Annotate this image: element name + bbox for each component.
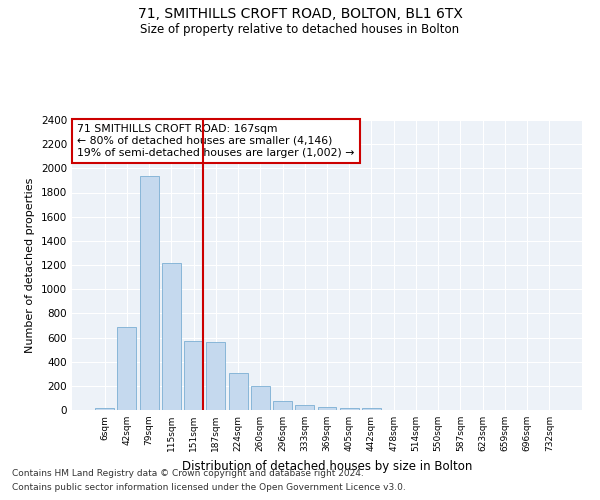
Text: 71, SMITHILLS CROFT ROAD, BOLTON, BL1 6TX: 71, SMITHILLS CROFT ROAD, BOLTON, BL1 6T… <box>137 8 463 22</box>
Bar <box>229 373 248 410</box>
Text: Contains HM Land Registry data © Crown copyright and database right 2024.: Contains HM Land Registry data © Crown c… <box>12 468 364 477</box>
Bar <box>140 176 158 410</box>
Bar <box>295 405 314 410</box>
Bar <box>162 263 181 410</box>
Bar <box>184 340 203 410</box>
Text: Contains public sector information licensed under the Open Government Licence v3: Contains public sector information licen… <box>12 484 406 492</box>
Text: 71 SMITHILLS CROFT ROAD: 167sqm
← 80% of detached houses are smaller (4,146)
19%: 71 SMITHILLS CROFT ROAD: 167sqm ← 80% of… <box>77 124 355 158</box>
Bar <box>273 401 292 410</box>
Bar <box>340 408 359 410</box>
Y-axis label: Number of detached properties: Number of detached properties <box>25 178 35 352</box>
Bar <box>206 342 225 410</box>
Bar <box>362 408 381 410</box>
Text: Size of property relative to detached houses in Bolton: Size of property relative to detached ho… <box>140 22 460 36</box>
Bar <box>317 407 337 410</box>
Bar <box>118 327 136 410</box>
Bar <box>251 386 270 410</box>
X-axis label: Distribution of detached houses by size in Bolton: Distribution of detached houses by size … <box>182 460 472 472</box>
Bar <box>95 408 114 410</box>
